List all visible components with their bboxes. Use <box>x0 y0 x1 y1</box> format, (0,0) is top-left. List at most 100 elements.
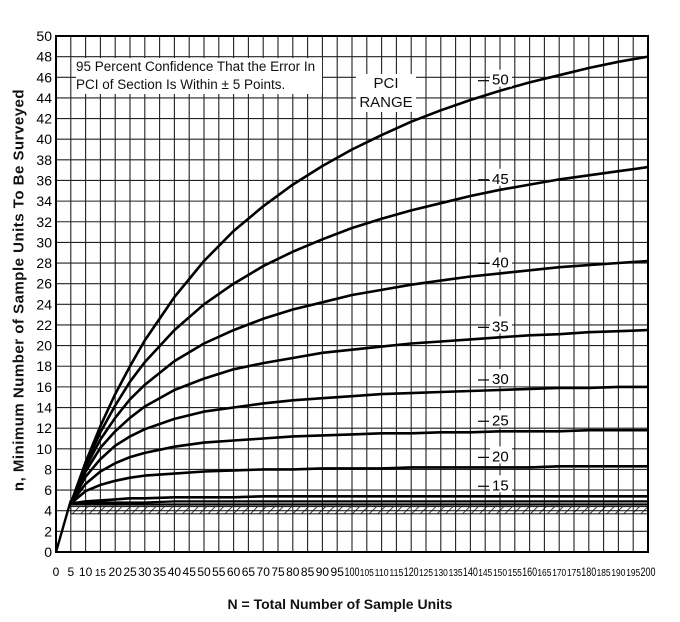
floor-hatch-band <box>70 506 649 515</box>
x-tick-label: 95 <box>331 565 345 579</box>
confidence-annotation: 95 Percent Confidence That the Error In … <box>76 58 322 94</box>
series-label-bg <box>490 69 512 87</box>
y-tick-label: 48 <box>36 49 52 65</box>
series-label-bg <box>490 368 512 386</box>
y-tick-label: 20 <box>36 338 52 354</box>
series-label-35: 35 <box>492 318 509 335</box>
series-label-bg <box>490 475 512 493</box>
y-tick-label: 36 <box>36 172 52 188</box>
y-tick-label: 24 <box>36 296 52 312</box>
y-tick-label: 2 <box>44 523 52 539</box>
x-tick-label: 45 <box>183 565 197 579</box>
floor-band <box>70 506 649 515</box>
x-tick-label: 135 <box>449 568 463 579</box>
x-tick-label: 70 <box>257 565 271 579</box>
x-tick-label: 30 <box>138 565 152 579</box>
x-tick-label: 80 <box>286 565 300 579</box>
x-tick-label: 25 <box>123 565 137 579</box>
x-tick-label: 100 <box>345 565 360 579</box>
y-tick-label: 32 <box>36 214 52 230</box>
series-label-15: 15 <box>492 477 509 494</box>
x-tick-label: 55 <box>212 565 226 579</box>
x-tick-label: 50 <box>197 565 211 579</box>
x-tick-label: 120 <box>404 565 419 579</box>
x-tick-label: 65 <box>242 565 256 579</box>
series-curves <box>69 55 649 506</box>
y-tick-label: 44 <box>36 90 52 106</box>
y-tick-label: 34 <box>36 193 52 209</box>
x-tick-label: 190 <box>611 568 625 579</box>
x-tick-label: 130 <box>434 568 448 579</box>
y-tick-label: 40 <box>36 131 52 147</box>
x-tick-label: 180 <box>581 565 596 579</box>
x-tick-label: 145 <box>478 568 492 579</box>
x-axis-label: N = Total Number of Sample Units <box>227 596 453 612</box>
x-tick-label: 165 <box>537 568 551 579</box>
y-tick-label: 12 <box>36 420 52 436</box>
x-tick-label: 5 <box>67 565 74 579</box>
series-label-bg <box>490 168 512 186</box>
plot-border <box>55 35 649 553</box>
y-axis-label: n, Minimum Number of Sample Units To Be … <box>10 88 28 492</box>
y-axis-label-wrap: n, Minimum Number of Sample Units To Be … <box>4 0 34 580</box>
x-tick-label: 0 <box>53 565 60 579</box>
x-tick-label: 35 <box>153 565 167 579</box>
y-tick-label: 14 <box>36 400 52 416</box>
series-label-45: 45 <box>492 171 509 188</box>
series-label-40: 40 <box>492 254 509 271</box>
series-label-20: 20 <box>492 448 509 465</box>
y-tick-label: 30 <box>36 234 52 250</box>
y-tick-label: 0 <box>44 544 52 560</box>
x-tick-label: 175 <box>567 568 581 579</box>
series-line-15 <box>70 495 648 505</box>
x-tick-labels: 0 5 10 15 20 25 30 35 40 45 50 55 60 65 70 75 80 85 90 95 10… <box>53 565 656 579</box>
x-tick-label: 10 <box>79 565 93 579</box>
series-line-45 <box>69 165 649 504</box>
x-tick-label: 75 <box>271 565 285 579</box>
x-tick-label: 105 <box>360 568 374 579</box>
series-line-40 <box>69 259 649 504</box>
series-label-bg <box>490 252 512 270</box>
y-tick-label: 22 <box>36 317 52 333</box>
y-tick-label: 18 <box>36 358 52 374</box>
y-tick-label: 8 <box>44 461 52 477</box>
x-tick-label: 125 <box>419 568 433 579</box>
x-tick-label: 170 <box>552 568 566 579</box>
x-tick-label: 150 <box>493 568 507 579</box>
x-tick-label: 85 <box>301 565 315 579</box>
legend-title: PCI RANGE <box>356 74 416 112</box>
series-line-30 <box>69 385 648 505</box>
y-tick-label: 42 <box>36 111 52 127</box>
origin-diagonal <box>54 500 72 553</box>
x-tick-label: 160 <box>522 565 537 579</box>
y-tick-label: 10 <box>36 441 52 457</box>
series-line-20 <box>69 465 648 505</box>
series-label-30: 30 <box>492 371 509 388</box>
y-tick-label: 28 <box>36 255 52 271</box>
series-label-25: 25 <box>492 412 509 429</box>
y-tick-label: 6 <box>44 482 52 498</box>
series-line-25 <box>69 428 648 505</box>
origin-line <box>54 500 72 553</box>
series-line-base-8 <box>70 500 648 505</box>
y-tick-label: 4 <box>44 503 52 519</box>
y-tick-labels: 0246810121416182022242628303234363840424… <box>36 28 52 560</box>
series-label-bg <box>490 316 512 334</box>
x-tick-label: 200 <box>641 565 656 579</box>
x-tick-label: 115 <box>389 568 403 579</box>
x-tick-label: 155 <box>508 568 522 579</box>
y-tick-label: 50 <box>36 28 52 44</box>
y-tick-label: 38 <box>36 152 52 168</box>
x-tick-label: 140 <box>463 565 478 579</box>
x-tick-label: 185 <box>597 568 611 579</box>
series-label-bg <box>490 446 512 464</box>
x-tick-label: 40 <box>168 565 182 579</box>
y-tick-label: 46 <box>36 69 52 85</box>
y-tick-label: 26 <box>36 276 52 292</box>
series-labels: 50 45 40 35 30 25 20 15 <box>478 69 512 494</box>
x-tick-label: 60 <box>227 565 241 579</box>
y-tick-label: 16 <box>36 379 52 395</box>
series-line-35 <box>69 328 649 505</box>
x-tick-label: 15 <box>95 568 107 579</box>
